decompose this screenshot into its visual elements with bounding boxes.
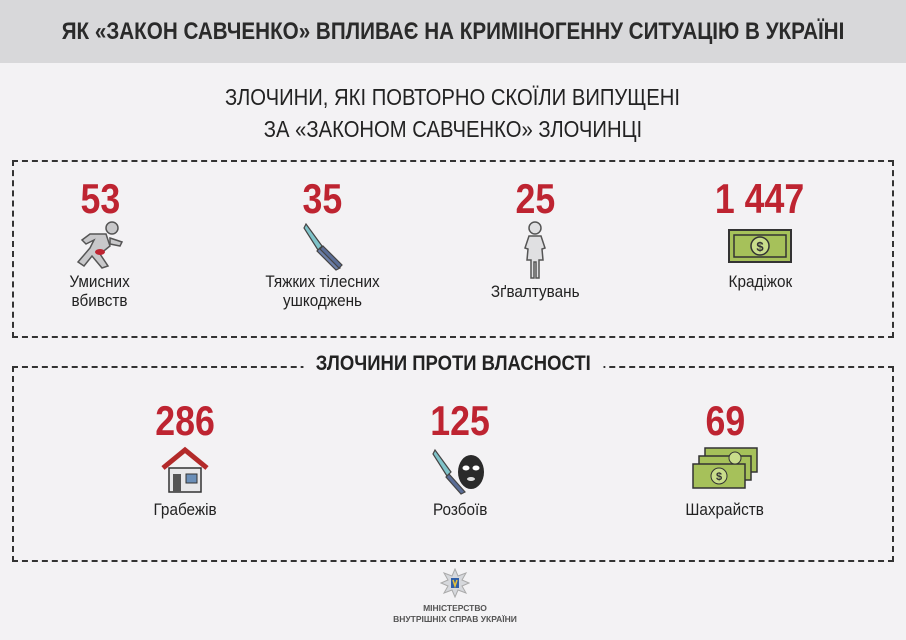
stat-value: 125	[430, 397, 490, 444]
stat-value: 69	[705, 397, 745, 444]
subtitle-line-2: ЗА «ЗАКОНОМ САВЧЕНКО» ЗЛОЧИНЦІ	[263, 116, 643, 142]
ministry-name-line-2: ВНУТРІШНІХ СПРАВ УКРАЇНИ	[393, 614, 517, 624]
repeat-crimes-box	[12, 160, 894, 338]
stat-label: Розбоїв	[432, 500, 488, 519]
knife-icon	[303, 222, 343, 271]
stat-label: Шахрайств	[685, 500, 765, 519]
section-title: ЗЛОЧИНИ ПРОТИ ВЛАСНОСТІ	[0, 352, 906, 376]
stat-thefts: 1 447 $ Крадіжок	[660, 178, 860, 292]
ministry-name-line-1: МІНІСТЕРСТВО	[423, 603, 487, 613]
woman-icon	[524, 221, 546, 279]
page-title: ЯК «ЗАКОН САВЧЕНКО» ВПЛИВАЄ НА КРИМІНОГЕ…	[61, 17, 845, 45]
house-icon	[161, 446, 209, 493]
stat-label: Зґвалтувань	[490, 282, 580, 301]
stat-value: 286	[155, 397, 215, 444]
stat-robberies: 286 Грабежів	[85, 400, 285, 520]
stat-value: 53	[80, 175, 120, 222]
banknote-icon: $	[728, 229, 792, 263]
stat-frauds: 69 $ Шахрайств	[625, 400, 825, 520]
stat-injuries: 35 Тяжких тілесних ушкоджень	[222, 178, 422, 311]
running-figure-icon	[76, 221, 124, 269]
stat-rapes: 25 Зґвалтувань	[435, 178, 635, 302]
stat-assaults: 125 Розбоїв	[360, 400, 560, 520]
stat-murders: 53 Умисних вбивств	[0, 178, 200, 311]
subtitle-line-1: ЗЛОЧИНИ, ЯКІ ПОВТОРНО СКОЇЛИ ВИПУЩЕНІ	[225, 84, 681, 110]
header-bar: ЯК «ЗАКОН САВЧЕНКО» ВПЛИВАЄ НА КРИМІНОГЕ…	[0, 0, 906, 63]
svg-text:$: $	[756, 239, 764, 254]
stat-label: Грабежів	[153, 500, 217, 519]
ministry-logo: МІНІСТЕРСТВО ВНУТРІШНІХ СПРАВ УКРАЇНИ	[380, 567, 530, 625]
stat-value: 1 447	[715, 175, 805, 222]
stat-label: Умисних вбивств	[69, 272, 131, 310]
stat-value: 35	[302, 175, 342, 222]
stat-label: Тяжких тілесних ушкоджень	[264, 272, 380, 310]
knife-mask-icon	[432, 448, 484, 495]
stat-label: Крадіжок	[728, 272, 792, 291]
police-star-icon	[439, 567, 471, 599]
svg-text:$: $	[716, 471, 722, 483]
banknotes-stack-icon: $	[692, 447, 758, 489]
stat-value: 25	[515, 175, 555, 222]
